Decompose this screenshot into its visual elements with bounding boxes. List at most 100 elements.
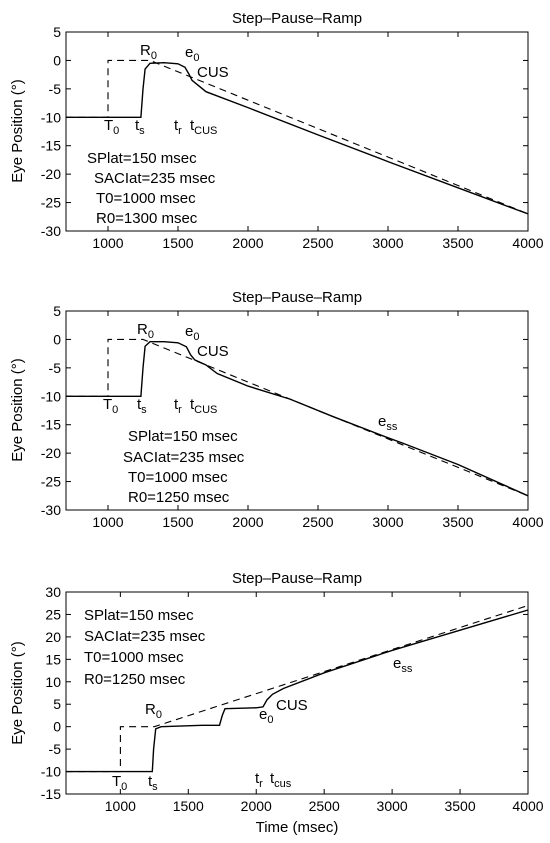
x-axis-label: Time (msec) [256, 819, 339, 836]
label-ess: ess [378, 413, 398, 433]
param-saclat: SACIat=235 msec [94, 170, 216, 187]
label-t0: T0 [104, 117, 119, 137]
x-tick-label: 2000 [241, 798, 272, 814]
y-tick-label: 30 [45, 584, 61, 600]
plot-frame [65, 310, 529, 511]
x-tick-label: 3000 [372, 235, 403, 251]
y-tick-label: 5 [53, 303, 61, 319]
y-axis-label: Eye Position (°) [9, 641, 26, 745]
eye-position-trace [66, 609, 529, 773]
param-r0: R0=1250 msec [84, 671, 186, 688]
y-tick-label: -25 [41, 195, 61, 211]
x-ticks: 1000 1500 2000 2500 3000 3500 4000 [92, 32, 544, 251]
panel-title: Step–Pause–Ramp [232, 570, 362, 587]
label-ts: ts [135, 117, 145, 137]
label-e0: e0 [185, 323, 199, 343]
y-tick-label: -15 [41, 417, 61, 433]
label-r0: R0 [145, 701, 162, 721]
y-tick-label: 0 [53, 52, 61, 68]
param-t0: T0=1000 msec [84, 649, 184, 666]
y-tick-label: 0 [53, 719, 61, 735]
plot-frame [65, 591, 529, 795]
x-tick-label: 1500 [173, 798, 204, 814]
x-ticks: 1000 1500 2000 2500 3000 3500 4000 [92, 311, 544, 530]
label-e0: e0 [185, 44, 199, 64]
y-tick-label: -5 [49, 81, 62, 97]
label-tcus: tcus [270, 770, 292, 790]
y-tick-label: 15 [45, 651, 61, 667]
param-t0: T0=1000 msec [128, 469, 228, 486]
x-tick-label: 1000 [105, 798, 136, 814]
x-tick-label: 3500 [442, 514, 473, 530]
param-saclat: SACIat=235 msec [84, 628, 206, 645]
label-cus: CUS [197, 64, 229, 81]
x-tick-label: 3500 [442, 235, 473, 251]
eye-position-trace [66, 341, 529, 497]
y-ticks: 30 25 20 15 10 5 0 -5 -10 -15 [41, 584, 528, 802]
label-cus: CUS [197, 343, 229, 360]
y-tick-label: -15 [41, 138, 61, 154]
panel-2: Step–Pause–Ramp Eye Position (°) 1000 150… [9, 289, 544, 530]
y-tick-label: -25 [41, 474, 61, 490]
y-tick-label: -10 [41, 109, 61, 125]
y-tick-label: 20 [45, 629, 61, 645]
annotations: SPlat=150 msec SACIat=235 msec T0=1000 m… [84, 607, 413, 793]
x-tick-label: 2000 [232, 235, 263, 251]
x-ticks: 1000 1500 2000 2500 3000 3500 4000 [105, 592, 544, 814]
x-tick-label: 4000 [512, 798, 543, 814]
y-tick-label: 10 [45, 674, 61, 690]
param-splat: SPlat=150 msec [84, 607, 194, 624]
label-ts: ts [148, 773, 158, 793]
x-tick-label: 1000 [92, 235, 123, 251]
label-r0: R0 [137, 321, 154, 341]
y-tick-label: -30 [41, 223, 61, 239]
label-tr: tr [255, 770, 263, 790]
x-tick-label: 3000 [372, 514, 403, 530]
x-tick-label: 3500 [444, 798, 475, 814]
label-r0: R0 [140, 42, 157, 62]
param-r0: R0=1250 msec [128, 489, 230, 506]
panel-title: Step–Pause–Ramp [232, 289, 362, 306]
param-splat: SPlat=150 msec [87, 150, 197, 167]
panel-1: Step–Pause–Ramp Eye Position (°) 1000 150… [9, 10, 544, 251]
label-tr: tr [174, 396, 182, 416]
y-tick-label: 5 [53, 24, 61, 40]
panel-title: Step–Pause–Ramp [232, 10, 362, 27]
x-tick-label: 2500 [309, 798, 340, 814]
label-e0: e0 [259, 706, 273, 726]
y-tick-label: -10 [41, 764, 61, 780]
param-r0: R0=1300 msec [96, 210, 198, 227]
y-tick-label: 0 [53, 331, 61, 347]
param-t0: T0=1000 msec [96, 190, 196, 207]
label-tr: tr [174, 117, 182, 137]
annotations: SPlat=150 msec SACIat=235 msec T0=1000 m… [103, 321, 398, 506]
y-tick-label: -20 [41, 166, 61, 182]
y-tick-label: -15 [41, 786, 61, 802]
y-tick-label: -5 [49, 741, 62, 757]
x-tick-label: 2000 [232, 514, 263, 530]
x-tick-label: 3000 [377, 798, 408, 814]
x-tick-label: 4000 [512, 514, 543, 530]
plot-frame [65, 31, 529, 232]
y-tick-label: -20 [41, 445, 61, 461]
y-axis-label: Eye Position (°) [9, 79, 26, 183]
x-tick-label: 1000 [92, 514, 123, 530]
y-axis-label: Eye Position (°) [9, 358, 26, 462]
y-tick-label: -5 [49, 360, 62, 376]
x-tick-label: 1500 [162, 514, 193, 530]
series-group [66, 604, 529, 773]
param-splat: SPlat=150 msec [128, 428, 238, 445]
y-ticks: 5 0 -5 -10 -15 -20 -25 -30 [41, 303, 528, 518]
label-tcus: tCUS [190, 396, 217, 416]
label-tcus: tCUS [190, 117, 217, 137]
label-t0: T0 [112, 773, 127, 793]
label-t0: T0 [103, 396, 118, 416]
eye-position-trace [66, 61, 529, 215]
x-tick-label: 4000 [512, 235, 543, 251]
y-tick-label: -30 [41, 502, 61, 518]
series-group [66, 59, 529, 215]
x-tick-label: 1500 [162, 235, 193, 251]
x-tick-label: 2500 [302, 235, 333, 251]
annotations: SPlat=150 msec SACIat=235 msec T0=1000 m… [87, 42, 229, 227]
